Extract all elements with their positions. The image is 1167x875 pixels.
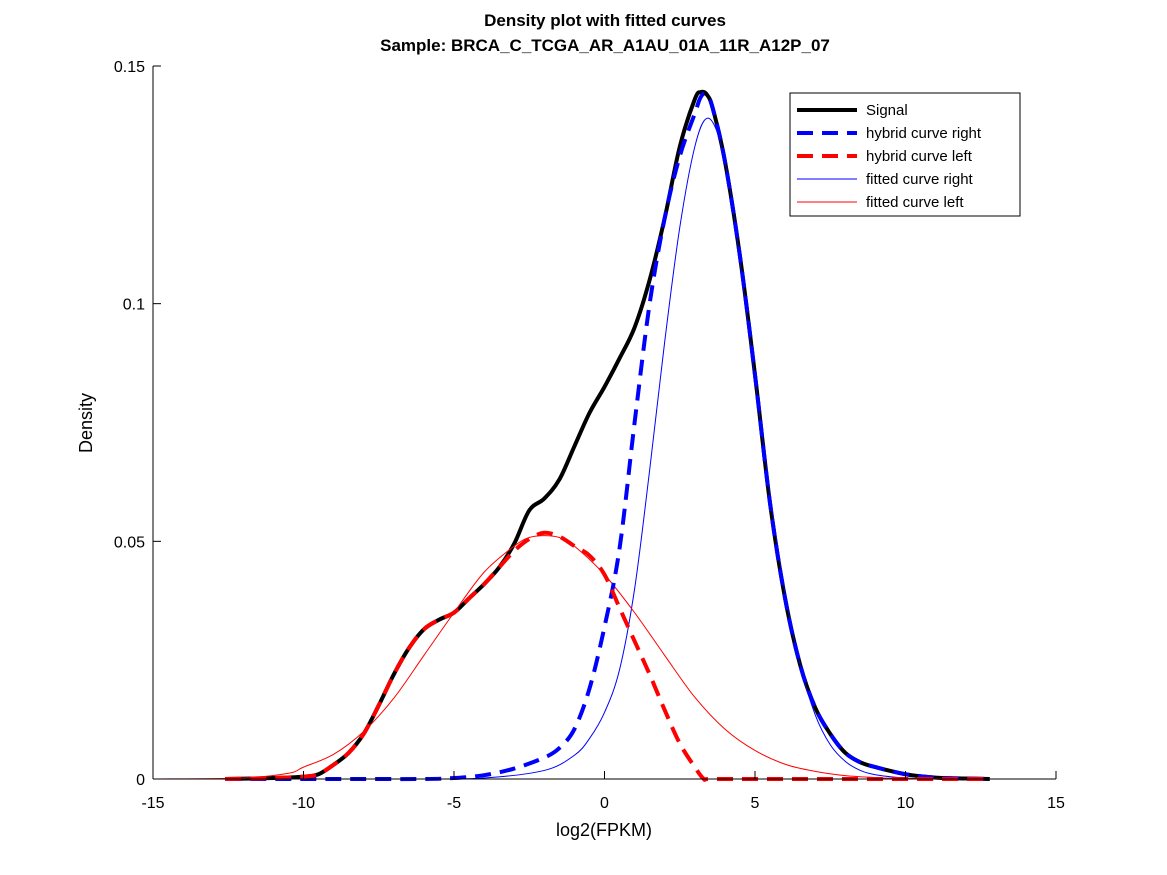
- legend: Signal hybrid curve right hybrid curve lef…: [789, 92, 1021, 217]
- x-tick-label: 0: [600, 795, 609, 812]
- chart-subtitle: Sample: BRCA_C_TCGA_AR_A1AU_01A_11R_A12P…: [380, 36, 830, 55]
- y-tick-label: 0.05: [114, 534, 145, 551]
- y-axis-label: Density: [76, 393, 96, 453]
- y-ticks: 0 0.05 0.1 0.15: [114, 59, 161, 789]
- x-tick-label: 15: [1047, 795, 1065, 812]
- series-layer: [152, 89, 990, 782]
- x-tick-label: -10: [292, 795, 315, 812]
- legend-label: fitted curve right: [866, 171, 974, 188]
- x-tick-label: 10: [897, 795, 915, 812]
- legend-label: hybrid curve right: [866, 125, 982, 142]
- x-tick-label: 5: [751, 795, 760, 812]
- series-line-signal: [225, 89, 990, 781]
- legend-label: fitted curve left: [866, 194, 964, 211]
- y-tick-label: 0: [136, 772, 145, 789]
- legend-label: Signal: [866, 102, 908, 119]
- x-axis-label: log2(FPKM): [556, 820, 652, 840]
- x-tick-label: -5: [447, 795, 461, 812]
- series-line-hybrid-curve-left: [225, 530, 990, 782]
- chart-title: Density plot with fitted curves: [484, 11, 726, 30]
- legend-label: hybrid curve left: [866, 148, 973, 165]
- series-line-hybrid-curve-right: [225, 91, 990, 782]
- y-tick-label: 0.15: [114, 59, 145, 76]
- x-ticks: -15 -10 -5 0 5 10 15: [141, 771, 1065, 812]
- y-tick-label: 0.1: [123, 297, 145, 314]
- series-line-fitted-curve-left: [152, 535, 990, 780]
- x-tick-label: -15: [141, 795, 164, 812]
- series-line-fitted-curve-right: [225, 117, 990, 780]
